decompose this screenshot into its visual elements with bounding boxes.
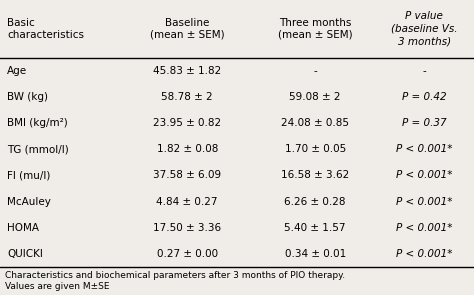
Text: 6.26 ± 0.28: 6.26 ± 0.28	[284, 196, 346, 206]
Text: P < 0.001*: P < 0.001*	[396, 170, 453, 180]
Text: 58.78 ± 2: 58.78 ± 2	[162, 92, 213, 102]
Text: 5.40 ± 1.57: 5.40 ± 1.57	[284, 223, 346, 233]
Text: 16.58 ± 3.62: 16.58 ± 3.62	[281, 170, 349, 180]
Text: TG (mmol/l): TG (mmol/l)	[7, 144, 69, 154]
Text: McAuley: McAuley	[7, 196, 51, 206]
Text: Characteristics and biochemical parameters after 3 months of PIO therapy.
Values: Characteristics and biochemical paramete…	[5, 271, 345, 291]
Text: BW (kg): BW (kg)	[7, 92, 48, 102]
Text: P < 0.001*: P < 0.001*	[396, 144, 453, 154]
Text: Basic
characteristics: Basic characteristics	[7, 18, 84, 40]
Text: FI (mu/l): FI (mu/l)	[7, 170, 51, 180]
Text: P < 0.001*: P < 0.001*	[396, 196, 453, 206]
Text: 45.83 ± 1.82: 45.83 ± 1.82	[153, 65, 221, 76]
Text: 37.58 ± 6.09: 37.58 ± 6.09	[153, 170, 221, 180]
Text: P = 0.42: P = 0.42	[402, 92, 447, 102]
Text: P < 0.001*: P < 0.001*	[396, 249, 453, 259]
Text: 24.08 ± 0.85: 24.08 ± 0.85	[281, 118, 349, 128]
Text: HOMA: HOMA	[7, 223, 39, 233]
Text: -: -	[422, 65, 426, 76]
Text: 4.84 ± 0.27: 4.84 ± 0.27	[156, 196, 218, 206]
Text: P = 0.37: P = 0.37	[402, 118, 447, 128]
Text: Age: Age	[7, 65, 27, 76]
Text: BMI (kg/m²): BMI (kg/m²)	[7, 118, 68, 128]
Text: 0.34 ± 0.01: 0.34 ± 0.01	[284, 249, 346, 259]
Text: QUICKI: QUICKI	[7, 249, 43, 259]
Text: -: -	[313, 65, 317, 76]
Text: 17.50 ± 3.36: 17.50 ± 3.36	[153, 223, 221, 233]
Text: 59.08 ± 2: 59.08 ± 2	[290, 92, 341, 102]
Text: 1.70 ± 0.05: 1.70 ± 0.05	[284, 144, 346, 154]
Text: Three months
(mean ± SEM): Three months (mean ± SEM)	[278, 18, 353, 40]
Text: Baseline
(mean ± SEM): Baseline (mean ± SEM)	[150, 18, 225, 40]
Text: 0.27 ± 0.00: 0.27 ± 0.00	[157, 249, 218, 259]
Text: 23.95 ± 0.82: 23.95 ± 0.82	[153, 118, 221, 128]
Text: P value
(baseline Vs.
3 months): P value (baseline Vs. 3 months)	[391, 12, 457, 46]
Text: P < 0.001*: P < 0.001*	[396, 223, 453, 233]
Text: 1.82 ± 0.08: 1.82 ± 0.08	[156, 144, 218, 154]
